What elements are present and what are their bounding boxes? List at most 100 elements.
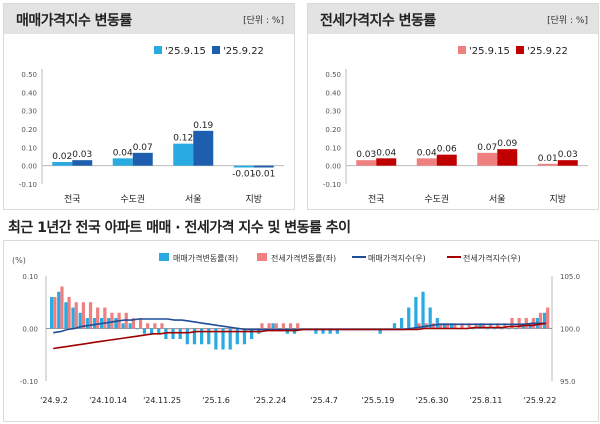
data-label: -0.01 bbox=[252, 170, 275, 180]
data-label: 0.07 bbox=[477, 143, 497, 153]
x-tick-label: '25.8.11 bbox=[470, 396, 503, 405]
category-label: 지방 bbox=[549, 194, 566, 205]
jeonse-rate-bar bbox=[103, 307, 107, 329]
jeonse-rate-header: 전세가격지수 변동률 [단위 : %] bbox=[308, 4, 598, 34]
x-tick-label: '25.2.24 bbox=[254, 396, 287, 405]
sale-rate-bar bbox=[78, 312, 82, 329]
jeonse-rate-bar bbox=[446, 323, 450, 329]
jeonse-rate-bar bbox=[167, 328, 171, 330]
data-label: 0.07 bbox=[133, 143, 153, 153]
sale-rate-bar bbox=[421, 291, 425, 329]
legend-swatch-2 bbox=[516, 46, 524, 54]
y-tick-label: 0.20 bbox=[325, 126, 341, 134]
sale-rate-bar bbox=[221, 328, 225, 350]
jeonse-rate-bar bbox=[546, 307, 550, 329]
data-label: 0.02 bbox=[52, 152, 72, 162]
sale-rate-bar bbox=[64, 302, 68, 329]
data-label: 0.03 bbox=[558, 150, 578, 160]
jeonse-rate-bar bbox=[481, 323, 485, 329]
x-tick-label: '25.6.30 bbox=[416, 396, 449, 405]
bar bbox=[233, 165, 254, 168]
sale-rate-bar bbox=[335, 328, 339, 334]
sale-rate-bar bbox=[128, 323, 132, 329]
legend-swatch-1 bbox=[154, 46, 162, 54]
data-label: 0.19 bbox=[193, 121, 213, 131]
jeonse-rate-bar bbox=[88, 302, 93, 329]
trend-chart: (%) 매매가격변동률(좌) 전세가격변동률(좌) 매매가격지수(우) 전세가격지수(우… bbox=[12, 253, 580, 405]
sale-rate-bar bbox=[235, 328, 239, 345]
sale-rate-bar bbox=[542, 312, 547, 329]
sale-rate-bar bbox=[157, 328, 161, 334]
jeonse-rate-bar bbox=[160, 323, 164, 329]
category-label: 전국 bbox=[368, 194, 385, 205]
jeonse-rate-bar bbox=[110, 312, 114, 329]
sale-rate-bar bbox=[50, 297, 54, 329]
sale-rate-bar bbox=[242, 328, 247, 345]
bar bbox=[497, 149, 518, 166]
bar bbox=[112, 158, 133, 166]
y-tick-label: 0.30 bbox=[21, 108, 37, 116]
jeonse-rate-bar bbox=[217, 328, 221, 330]
bar bbox=[193, 130, 214, 166]
category-label: 서울 bbox=[185, 194, 202, 205]
jeonse-rate-bar bbox=[496, 323, 500, 329]
sale-rate-bar bbox=[228, 328, 232, 350]
bar bbox=[253, 165, 274, 168]
y-tick-label: 0.40 bbox=[325, 89, 341, 97]
sale-rate-bar bbox=[500, 328, 504, 330]
bar bbox=[52, 162, 73, 166]
sale-rate-bar bbox=[121, 323, 125, 329]
x-tick-label: '24.11.25 bbox=[143, 396, 181, 405]
jeonse-rate-bar bbox=[138, 318, 143, 329]
jeonse-rate-bar bbox=[210, 328, 214, 330]
left-axis-unit: (%) bbox=[12, 256, 26, 265]
jeonse-rate-bar bbox=[188, 328, 193, 330]
right-tick-label: 100.0 bbox=[560, 326, 580, 334]
sale-rate-bar bbox=[314, 328, 318, 334]
x-tick-label: '25.1.6 bbox=[202, 396, 230, 405]
jeonse-rate-bar bbox=[74, 302, 78, 329]
legend-label-1: '25.9.15 bbox=[165, 46, 206, 57]
data-label: 0.04 bbox=[376, 148, 396, 158]
sale-rate-bar bbox=[414, 297, 418, 329]
y-tick-label: 0.50 bbox=[325, 71, 341, 79]
trend-section-title: 최근 1년간 전국 아파트 매매 · 전세가격 지수 및 변동률 추이 bbox=[8, 220, 351, 236]
bar bbox=[173, 143, 194, 166]
x-tick-label: '25.9.22 bbox=[524, 396, 557, 405]
data-label: 0.04 bbox=[417, 148, 437, 158]
jeonse-rate-bar bbox=[260, 323, 264, 329]
legend-swatch-2 bbox=[212, 46, 220, 54]
jeonse-rate-bar bbox=[503, 323, 507, 329]
data-label: 0.12 bbox=[173, 134, 193, 144]
sale-rate-bar bbox=[378, 328, 382, 334]
x-tick-label: '25.5.19 bbox=[362, 396, 395, 405]
jeonse-rate-bar bbox=[488, 323, 493, 329]
y-tick-label: 0.10 bbox=[21, 144, 37, 152]
sale-rate-bar bbox=[328, 328, 332, 334]
sale-rate-bar bbox=[135, 328, 139, 330]
y-tick-label: 0.10 bbox=[325, 144, 341, 152]
sale-rate-panel: 매매가격지수 변동률 [단위 : %] '25.9.15 '25.9.22 0.50… bbox=[3, 3, 295, 210]
sale-rate-bar bbox=[214, 328, 218, 350]
sale-rate-bar bbox=[192, 328, 197, 345]
sale-rate-bar bbox=[150, 328, 154, 334]
bar bbox=[537, 163, 558, 166]
right-tick-label: 95.0 bbox=[560, 378, 576, 386]
y-tick-label: 0.20 bbox=[21, 126, 37, 134]
bar bbox=[477, 152, 498, 166]
data-label: 0.06 bbox=[437, 145, 457, 155]
data-label: 0.01 bbox=[538, 154, 558, 164]
category-label: 서울 bbox=[489, 194, 506, 205]
jeonse-index-line bbox=[53, 322, 547, 350]
sale-rate-bar bbox=[407, 307, 411, 329]
sale-rate-bar bbox=[178, 328, 182, 339]
sale-rate-bar bbox=[450, 323, 454, 329]
sale-rate-bar bbox=[485, 328, 489, 330]
sale-rate-bar bbox=[442, 323, 447, 329]
y-tick-label: 0.00 bbox=[325, 163, 341, 171]
jeonse-rate-bar bbox=[510, 318, 514, 329]
data-label: 0.03 bbox=[356, 150, 376, 160]
sale-rate-bar bbox=[478, 323, 482, 329]
legend-label-2: '25.9.22 bbox=[223, 46, 264, 57]
jeonse-rate-panel: 전세가격지수 변동률 [단위 : %] '25.9.15 '25.9.22 0.50… bbox=[307, 3, 599, 210]
